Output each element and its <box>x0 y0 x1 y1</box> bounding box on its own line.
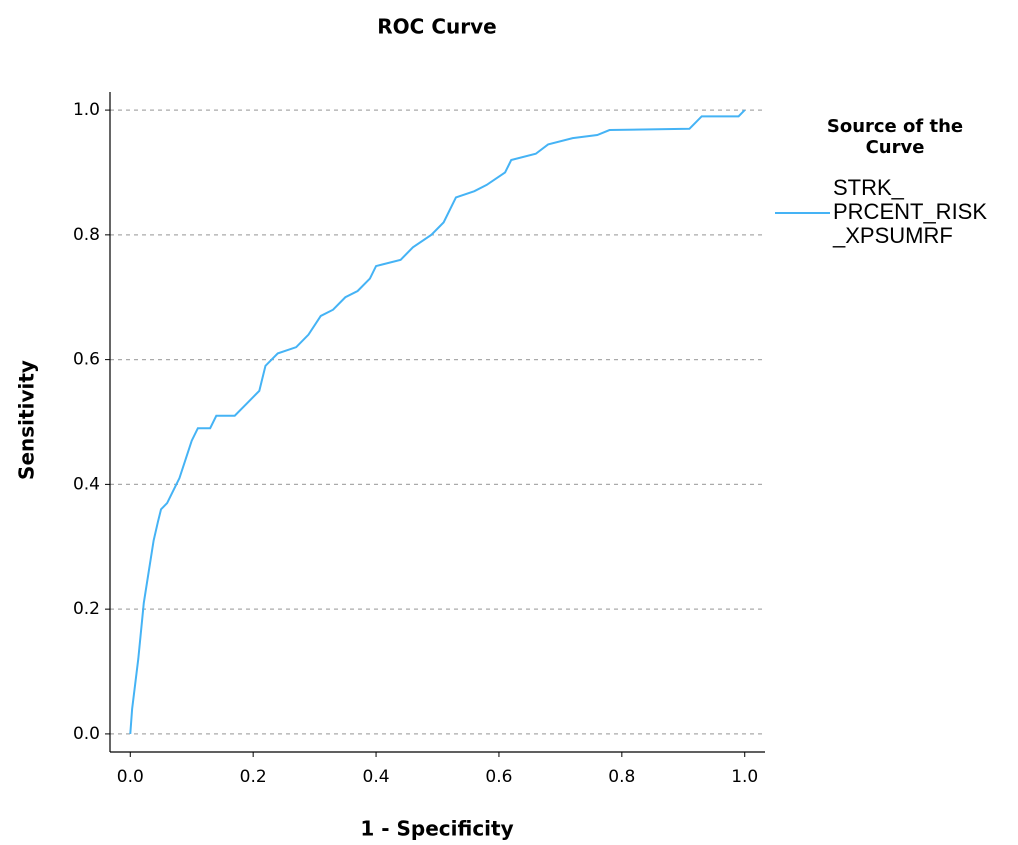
x-tick-label: 0.2 <box>240 767 267 787</box>
y-tick-label: 0.8 <box>73 225 100 245</box>
x-tick-label: 0.4 <box>363 767 390 787</box>
chart-title: ROC Curve <box>377 15 496 39</box>
y-tick-label: 0.2 <box>73 599 100 619</box>
legend-title: Source of the Curve <box>826 116 964 158</box>
y-tick-label: 0.6 <box>73 350 100 370</box>
x-tick-label: 0.0 <box>117 767 144 787</box>
y-axis-label: Sensitivity <box>15 360 39 480</box>
y-tick-label: 0.0 <box>73 724 100 744</box>
y-tick-label: 1.0 <box>73 100 100 120</box>
roc-line <box>129 109 746 734</box>
y-tick-label: 0.4 <box>73 474 100 494</box>
x-axis-label: 1 - Specificity <box>360 817 513 841</box>
x-tick-label: 0.6 <box>485 767 512 787</box>
x-tick-label: 0.8 <box>608 767 635 787</box>
legend-entry: STRK_ PRCENT_RISK _XPSUMRF <box>833 175 988 248</box>
x-tick-label: 1.0 <box>731 767 758 787</box>
